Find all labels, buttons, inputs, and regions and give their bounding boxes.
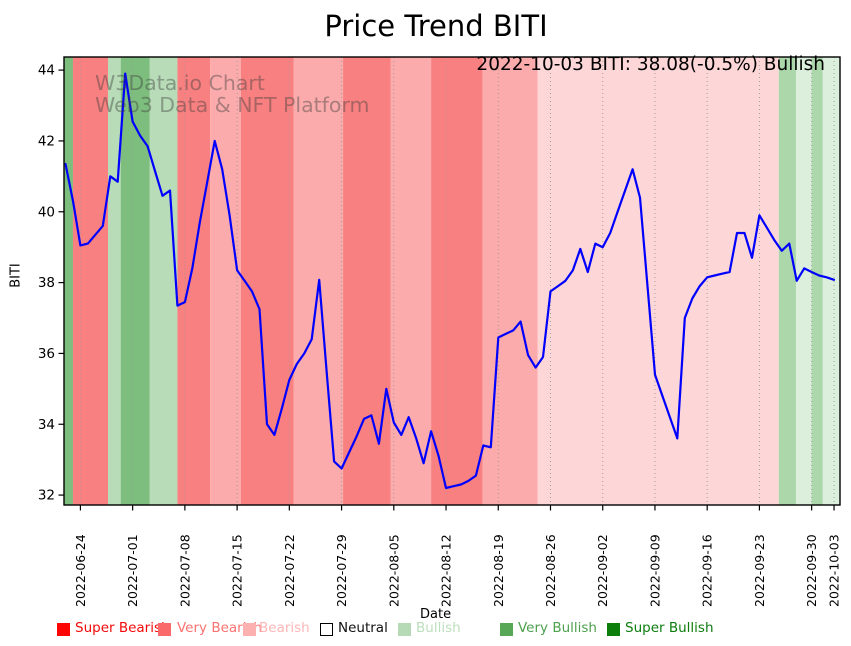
x-tick-label: 2022-09-09 (648, 534, 663, 607)
sentiment-band-bullish (822, 57, 840, 505)
sentiment-bands (64, 57, 840, 505)
legend-label-very-bearish: Very Bearish (177, 620, 263, 636)
x-tick-label: 2022-07-08 (177, 534, 192, 607)
sentiment-band-very_bullish (778, 57, 796, 505)
legend-swatch-bullish (398, 623, 411, 636)
sentiment-band-bearish (210, 57, 241, 505)
sentiment-band-very_bearish (343, 57, 391, 505)
sentiment-band-bearish (537, 57, 779, 505)
y-tick-label: 40 (38, 204, 55, 220)
x-tick-label: 2022-07-29 (334, 534, 349, 607)
latest-price-annotation: 2022-10-03 BITI: 38.08(-0.5%) Bullish (476, 54, 825, 75)
x-tick-label: 2022-09-16 (700, 534, 715, 607)
sentiment-band-very_bearish (177, 57, 211, 505)
x-tick-label: 2022-08-12 (439, 534, 454, 607)
sentiment-band-very_bullish (811, 57, 823, 505)
legend-label-neutral: Neutral (338, 620, 388, 636)
x-axis-label: Date (420, 607, 452, 622)
x-tick-labels: 2022-06-24 2022-07-01 2022-07-08 2022-07-15… (73, 534, 842, 607)
sentiment-band-bullish (149, 57, 178, 505)
y-tick-label: 44 (38, 63, 55, 79)
price-line (64, 72, 836, 490)
y-tick-label: 34 (38, 417, 55, 433)
watermark-line1: W3Data.io Chart (95, 71, 265, 95)
x-tick-label: 2022-06-24 (73, 534, 88, 607)
x-tick-label: 2022-09-23 (752, 534, 767, 607)
sentiment-band-very_bearish (240, 57, 294, 505)
x-tick-label: 2022-08-26 (543, 534, 558, 607)
x-tick-label: 2022-08-19 (491, 534, 506, 607)
sentiment-band-bullish (795, 57, 812, 505)
plot-border (63, 56, 841, 506)
x-tick-label: 2022-07-15 (230, 534, 245, 607)
legend-label-very-bullish: Very Bullish (518, 620, 597, 636)
legend-label-super-bearish: Super Bearish (75, 620, 170, 636)
legend-label-bearish: Bearish (259, 620, 310, 636)
legend-swatch-bearish (243, 623, 256, 636)
watermark-line2: Web3 Data & NFT Platform (95, 93, 370, 117)
sentiment-band-bullish (108, 57, 121, 505)
gridlines (79, 57, 835, 505)
x-tick-label: 2022-07-22 (282, 534, 297, 607)
axis-ticks (58, 69, 835, 511)
sentiment-band-very_bullish (64, 57, 73, 505)
sentiment-band-very_bearish (72, 57, 109, 505)
legend-label-bullish: Bullish (416, 620, 461, 636)
y-tick-label: 38 (38, 275, 55, 291)
x-tick-label: 2022-08-05 (386, 534, 401, 607)
x-tick-label: 2022-10-03 (827, 534, 842, 607)
legend-swatch-super-bearish (57, 623, 70, 636)
legend-swatch-very-bearish (158, 623, 171, 636)
legend-swatch-neutral (320, 623, 333, 636)
legend-label-super-bullish: Super Bullish (625, 620, 714, 636)
watermark: W3Data.io Chart Web3 Data & NFT Platform (95, 72, 369, 116)
y-tick-label: 36 (38, 346, 55, 362)
y-tick-label: 32 (38, 488, 55, 504)
y-axis-label: BITI (8, 263, 24, 288)
sentiment-band-bearish (390, 57, 432, 505)
x-tick-label: 2022-07-01 (125, 534, 140, 607)
legend-swatch-very-bullish (500, 623, 513, 636)
y-tick-label: 42 (38, 133, 55, 149)
y-tick-labels: 32 34 36 38 40 42 44 (38, 63, 55, 504)
x-tick-label: 2022-09-02 (595, 534, 610, 607)
sentiment-band-very_bullish (120, 57, 150, 505)
x-tick-label: 2022-09-30 (804, 534, 819, 607)
page-title: Price Trend BITI (324, 9, 548, 43)
legend-swatch-super-bullish (607, 623, 620, 636)
sentiment-band-very_bearish (431, 57, 483, 505)
